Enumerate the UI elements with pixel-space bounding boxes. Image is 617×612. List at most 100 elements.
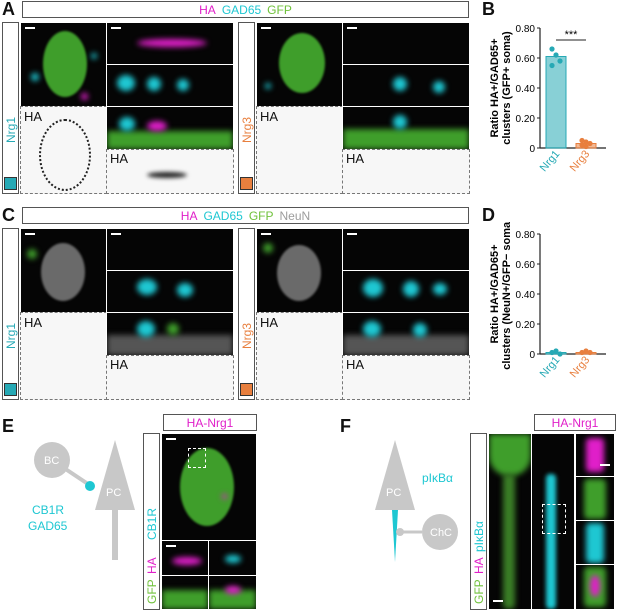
nrg3-neun-zoom-ha: HA	[342, 355, 470, 400]
ha-label: HA	[346, 151, 365, 166]
bc-label: BC	[44, 455, 59, 467]
panel-f-gfp-image	[488, 433, 532, 610]
data-point	[579, 349, 585, 356]
panel-f-header: HA-Nrg1	[534, 414, 616, 431]
ha-nrg1-label: HA-Nrg1	[186, 415, 234, 430]
data-point	[553, 348, 559, 354]
pc-label: PC	[386, 487, 401, 499]
gad65-channel-label: GAD65	[221, 2, 262, 17]
ha-label: HA	[24, 109, 43, 124]
chart-d: Ratio HA+/GAD65+ clusters (NeuN+/GFP− so…	[489, 222, 606, 380]
nrg3-neun-zoom-gad65	[342, 270, 470, 314]
nrg1-side-box: Nrg1	[2, 228, 19, 400]
y-tick-label: 0.40	[516, 290, 536, 301]
data-point	[579, 142, 585, 148]
nrg3-side-box: Nrg3	[238, 22, 255, 194]
nrg1-neun-zoom-merge	[106, 312, 234, 356]
nrg3-neun-ha-inverted: HA	[256, 312, 343, 400]
nrg3-side-box: Nrg3	[238, 228, 255, 400]
y-tick-label: 0.60	[516, 54, 536, 65]
ha-label: HA	[346, 357, 365, 372]
y-tick-label: 0	[529, 144, 535, 155]
y-tick-label: 0	[529, 350, 535, 361]
data-point	[557, 58, 563, 64]
nrg3-color-swatch	[240, 177, 253, 190]
chart-b-ylabel-2: clusters (GFP+ soma)	[501, 31, 513, 145]
nrg3-zoom-merge-2	[342, 106, 470, 150]
basket-cell-diagram: BC PC CB1R GAD65	[28, 440, 135, 560]
y-tick-label: 0.40	[516, 84, 536, 95]
nrg1-side-box: Nrg1	[2, 22, 19, 194]
nrg3-vertical-label: Nrg3	[240, 116, 254, 143]
panel-e-header: HA-Nrg1	[163, 414, 257, 431]
panel-c-channel-header: HA GAD65 GFP NeuN	[22, 207, 469, 224]
panel-letter-a: A	[2, 0, 15, 19]
nrg1-zoom-gad65	[106, 64, 234, 108]
data-point	[587, 140, 593, 147]
gad65-label: GAD65	[28, 519, 68, 533]
ha-nrg1-label: HA-Nrg1	[551, 415, 599, 430]
panel-letter-f: F	[340, 416, 351, 436]
pikba-label: pIκBα	[422, 471, 453, 485]
nrg1-neun-soma-image	[20, 228, 107, 313]
x-tick-label-nrg1: Nrg1	[538, 148, 563, 174]
y-tick-label: 0.20	[516, 320, 536, 331]
pikba-vertical-label: pIκBα	[472, 521, 486, 552]
y-tick-label: 0.20	[516, 114, 536, 125]
neun-channel-label: NeuN	[279, 208, 311, 223]
x-tick-label-nrg1: Nrg1	[538, 354, 563, 380]
ha-channel-label: HA	[199, 2, 216, 17]
nrg3-ha-inverted-image: HA	[256, 106, 343, 194]
nrg1-zoom-merge-1	[106, 22, 234, 66]
chart-d-ylabel-2: clusters (NeuN+/GFP− soma)	[501, 222, 513, 370]
nrg1-zoom-merge-2	[106, 106, 234, 150]
gfp-vertical-label: GFP	[472, 579, 486, 604]
nrg3-soma-image	[256, 22, 343, 107]
panel-letter-e: E	[2, 416, 15, 436]
nrg1-vertical-label: Nrg1	[4, 322, 18, 349]
data-point	[579, 137, 585, 144]
panel-e-soma-image	[161, 433, 257, 541]
nrg1-color-swatch	[4, 177, 17, 190]
nrg3-neun-zoom-1	[342, 228, 470, 272]
panel-f-zoom-4	[575, 564, 615, 610]
gfp-channel-label: GFP	[248, 208, 274, 223]
data-point	[553, 52, 559, 58]
nrg3-vertical-label: Nrg3	[240, 322, 254, 349]
panel-f-side-box: GFP HA pIκBα	[470, 433, 487, 610]
panel-f-pikba-image	[531, 433, 575, 610]
y-tick-label: 0.60	[516, 260, 536, 271]
data-point	[583, 139, 589, 145]
x-tick-label-nrg3: Nrg3	[568, 148, 593, 174]
gfp-channel-label: GFP	[267, 2, 292, 17]
data-point	[587, 349, 593, 356]
x-tick-label-nrg3: Nrg3	[568, 354, 593, 380]
nrg1-neun-zoom-ha: HA	[106, 355, 234, 400]
chandelier-cell-diagram: PC ChC pIκBα	[375, 440, 458, 562]
chart-b: Ratio HA+/GAD65+ clusters (GFP+ soma) 0 0…	[489, 24, 606, 174]
ha-label: HA	[260, 315, 279, 330]
ha-vertical-label: HA	[472, 557, 486, 574]
ha-label: HA	[110, 357, 129, 372]
bar-nrg1	[545, 56, 567, 149]
ha-vertical-label: HA	[145, 557, 159, 574]
cb1r-label: CB1R	[32, 503, 64, 517]
nrg3-color-swatch	[240, 383, 253, 396]
nrg1-neun-ha-inverted: HA	[20, 312, 107, 400]
data-point	[557, 351, 563, 357]
gad65-channel-label: GAD65	[203, 208, 243, 223]
nrg3-zoom-ha-inverted: HA	[342, 149, 470, 194]
ha-label: HA	[24, 315, 43, 330]
y-tick-label: 0.80	[516, 24, 536, 35]
gfp-vertical-label: GFP	[145, 579, 159, 604]
panel-letter-d: D	[482, 205, 495, 225]
panel-f-zoom-1	[575, 433, 615, 477]
data-point	[583, 143, 589, 150]
panel-f-zoom-2	[575, 476, 615, 521]
ha-channel-label: HA	[180, 208, 198, 223]
nrg1-color-swatch	[4, 383, 17, 396]
nrg1-vertical-label: Nrg1	[4, 116, 18, 143]
cb1r-vertical-label: CB1R	[145, 507, 159, 540]
panel-a-channel-header: HA GAD65 GFP	[22, 1, 469, 18]
panel-e-zoom-1	[161, 540, 209, 576]
